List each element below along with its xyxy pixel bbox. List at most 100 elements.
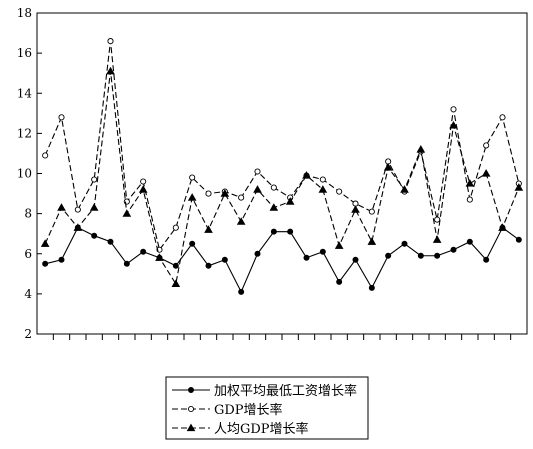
plot-area: [40, 38, 524, 295]
data-point: [368, 284, 375, 291]
data-point: [483, 142, 490, 149]
data-point: [205, 262, 212, 269]
series-1: [42, 224, 522, 295]
data-point: [58, 114, 65, 121]
legend-box: [165, 376, 369, 440]
data-point: [401, 240, 408, 247]
data-point: [221, 256, 228, 263]
data-point: [319, 248, 326, 255]
data-point: [107, 238, 114, 245]
data-point: [351, 205, 360, 213]
data-point: [138, 185, 148, 193]
data-point: [205, 190, 212, 197]
data-point: [499, 114, 506, 121]
data-point: [434, 216, 441, 223]
legend-label: 人均GDP增长率: [214, 421, 309, 437]
data-point: [302, 171, 311, 179]
data-point: [465, 179, 475, 187]
data-point: [383, 163, 393, 171]
data-point: [449, 120, 458, 129]
axes: 2 4 6 8 10 12 14 16 18: [17, 6, 528, 341]
data-point: [270, 228, 277, 235]
data-point: [499, 224, 506, 231]
data-point: [483, 256, 490, 263]
plot-frame: [36, 12, 528, 335]
data-point: [187, 405, 195, 413]
data-point: [123, 260, 130, 267]
data-point: [238, 288, 245, 295]
data-point: [106, 66, 115, 75]
data-point: [172, 262, 179, 269]
data-point: [481, 169, 491, 177]
data-point: [368, 208, 375, 215]
series-2: [42, 38, 522, 253]
legend-label: 加权平均最低工资增长率: [214, 383, 357, 399]
y-tick-label: 6: [24, 247, 32, 261]
legend-item-3: 人均GDP增长率: [172, 421, 309, 437]
data-point: [352, 256, 359, 263]
data-point: [319, 176, 326, 183]
data-point: [74, 206, 81, 213]
data-point: [417, 252, 424, 259]
data-point: [269, 203, 279, 211]
data-point: [287, 228, 294, 235]
y-tick-label: 12: [17, 126, 32, 140]
data-point: [42, 152, 49, 159]
y-tick-label: 18: [17, 6, 32, 20]
legend-item-1: 加权平均最低工资增长率: [172, 383, 357, 399]
y-tick-label: 4: [24, 287, 32, 301]
data-point: [140, 178, 147, 185]
data-point: [187, 386, 194, 393]
data-point: [40, 239, 50, 247]
data-point: [450, 246, 457, 253]
data-point: [336, 278, 343, 285]
y-tick-label: 16: [17, 46, 32, 60]
data-point: [187, 193, 197, 201]
data-point: [400, 185, 409, 193]
data-point: [334, 241, 344, 249]
data-point: [189, 240, 196, 247]
data-point: [189, 174, 196, 181]
data-point: [253, 185, 262, 193]
data-point: [74, 224, 81, 231]
data-point: [303, 254, 310, 261]
data-point: [57, 203, 66, 211]
data-point: [385, 252, 392, 259]
data-point: [89, 203, 99, 211]
data-point: [515, 236, 522, 243]
data-point: [285, 197, 295, 205]
data-point: [254, 168, 261, 175]
series-line: [44, 71, 520, 286]
series-line: [45, 226, 520, 294]
data-point: [434, 252, 441, 259]
data-point: [450, 106, 457, 113]
data-point: [123, 198, 130, 205]
y-tick-label: 10: [17, 167, 32, 181]
data-point: [107, 38, 114, 45]
data-point: [171, 279, 181, 287]
y-tick-label: 2: [24, 327, 32, 341]
y-tick-label: 14: [17, 86, 33, 100]
data-point: [238, 194, 245, 201]
data-point: [91, 232, 98, 239]
data-point: [270, 184, 277, 191]
data-point: [236, 217, 246, 225]
y-tick-label: 8: [24, 207, 32, 221]
data-point: [58, 256, 65, 263]
data-point: [367, 237, 377, 245]
data-point: [140, 248, 147, 255]
data-point: [204, 225, 213, 233]
data-point: [318, 185, 328, 193]
series-3: [40, 66, 524, 287]
data-point: [122, 209, 132, 217]
data-point: [156, 254, 163, 261]
data-point: [336, 188, 343, 195]
data-point: [42, 260, 49, 267]
data-point: [91, 176, 98, 183]
data-point: [254, 250, 261, 257]
series-line: [44, 41, 520, 252]
data-point: [220, 189, 230, 197]
